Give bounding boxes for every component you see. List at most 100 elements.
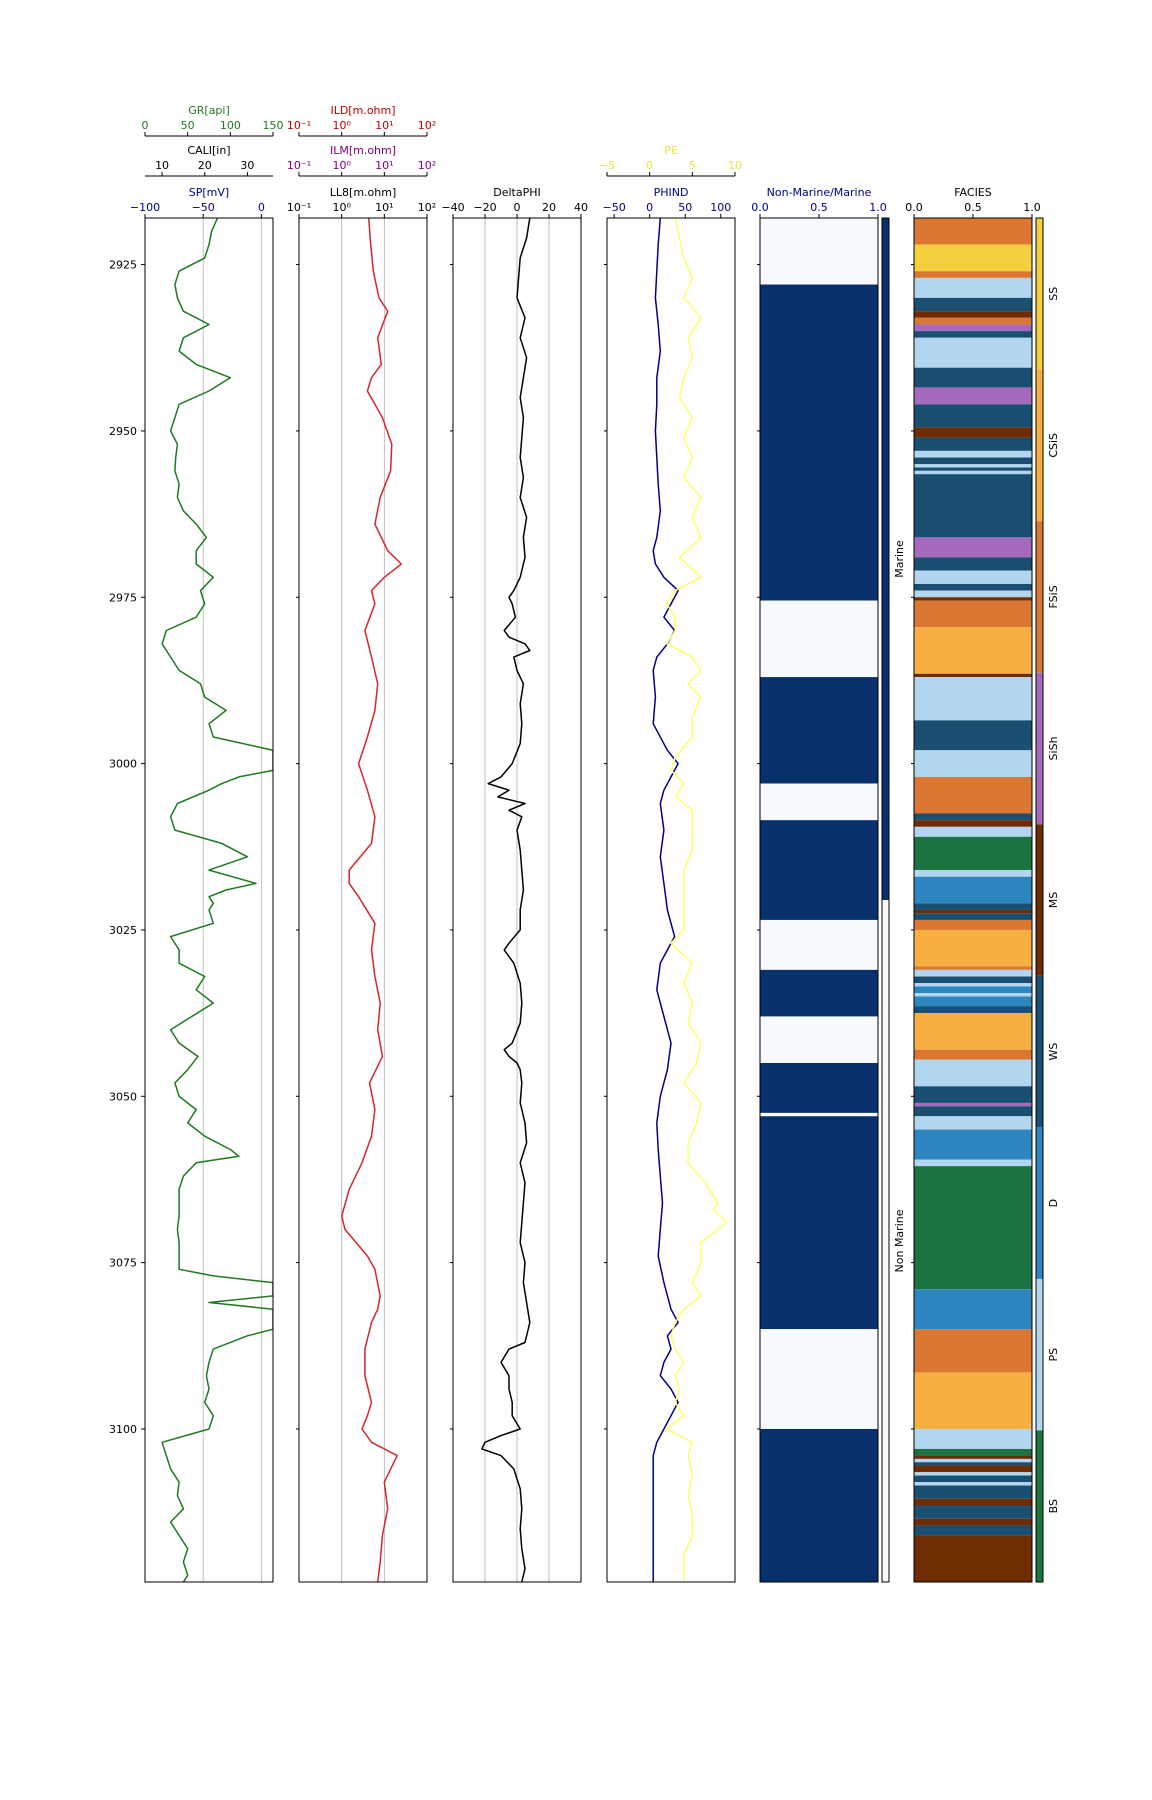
facies-interval-sish <box>914 537 1032 558</box>
x-tick-label: 0 <box>258 201 265 214</box>
facies-interval-ps <box>914 470 1032 475</box>
facies-interval-fsis <box>914 317 1032 325</box>
facies-interval-ws <box>914 474 1032 538</box>
track-frame <box>452 217 582 1583</box>
facies-interval-ps <box>914 826 1032 837</box>
facies-interval-ms <box>914 311 1032 318</box>
facies-interval-ws <box>914 457 1032 465</box>
facies-interval-ws <box>914 467 1032 471</box>
colorbar-label: Marine <box>893 540 906 578</box>
facies-interval-ws <box>914 367 1032 388</box>
x-tick-label: 0.5 <box>810 201 828 214</box>
data-layer <box>161 218 1043 1582</box>
axis-label: ILM[m.ohm] <box>330 144 396 157</box>
x-tick-label: 10⁰ <box>332 159 351 172</box>
facies-interval-csis <box>914 1013 1032 1050</box>
track-title: Non-Marine/Marine <box>767 186 872 199</box>
axis-label: CALI[in] <box>187 144 230 157</box>
facies-interval-non-marine <box>760 218 878 285</box>
colorbar-segment <box>1036 218 1043 370</box>
x-tick-label: 10¹ <box>375 201 393 214</box>
facies-interval-d <box>914 876 1032 904</box>
x-tick-label: 10 <box>728 159 742 172</box>
axis-label: PHIND <box>654 186 689 199</box>
curve-phind <box>652 218 679 1582</box>
facies-interval-ws <box>914 1006 1032 1014</box>
colorbar-segment <box>1036 1278 1043 1431</box>
facies-interval-ps <box>914 450 1032 458</box>
colorbar-segment <box>882 218 889 900</box>
facies-interval-ws <box>914 404 1032 428</box>
facies-interval-d <box>914 986 1032 994</box>
facies-interval-csis <box>914 627 1032 674</box>
x-tick-label: 10⁻¹ <box>287 159 311 172</box>
x-tick-label: 1.0 <box>1023 201 1041 214</box>
facies-interval-ms <box>914 1465 1032 1473</box>
x-tick-label: 100 <box>220 119 241 132</box>
colorbar-label: FSiS <box>1047 585 1060 608</box>
facies-interval-fsis <box>914 776 1032 814</box>
axis-label: GR[api] <box>188 104 230 117</box>
x-tick-label: 0 <box>514 201 521 214</box>
x-tick-label: 10⁻¹ <box>287 119 311 132</box>
x-tick-label: 0 <box>142 119 149 132</box>
curve-ild-m-ohm- <box>340 218 403 1582</box>
facies-interval-d <box>914 1289 1032 1330</box>
curve-deltaphi <box>481 218 531 1582</box>
track-title: FACIES <box>954 186 992 199</box>
x-tick-label: 0.0 <box>751 201 769 214</box>
facies-interval-ps <box>914 677 1032 721</box>
axis-label: PE <box>664 144 678 157</box>
facies-interval-ms <box>914 909 1032 914</box>
x-tick-label: −100 <box>130 201 160 214</box>
facies-interval-ws <box>914 1505 1032 1519</box>
facies-interval-ms <box>914 673 1032 678</box>
colorbar-segment <box>1036 369 1043 522</box>
facies-interval-ws <box>914 557 1032 571</box>
facies-interval-non-marine <box>760 600 878 678</box>
colorbar-segment <box>1036 824 1043 976</box>
depth-tick-label: 2925 <box>109 259 137 272</box>
x-tick-label: −20 <box>473 201 496 214</box>
facies-interval-ps <box>914 750 1032 777</box>
facies-interval-ps <box>914 1472 1032 1476</box>
facies-interval-ws <box>914 1525 1032 1536</box>
colorbar-label: CSiS <box>1047 433 1060 458</box>
x-tick-label: −50 <box>192 201 215 214</box>
facies-interval-ps <box>914 1428 1032 1449</box>
facies-interval-ws <box>914 976 1032 984</box>
facies-interval-non-marine <box>760 1016 878 1064</box>
facies-interval-ws <box>914 583 1032 591</box>
facies-interval-marine <box>760 1428 878 1582</box>
facies-interval-non-marine <box>760 1329 878 1429</box>
facies-interval-sish <box>914 324 1032 332</box>
facies-interval-non-marine <box>760 1112 878 1117</box>
facies-interval-csis <box>914 929 1032 967</box>
colorbar-label: SiSh <box>1047 736 1060 760</box>
x-tick-label: 20 <box>542 201 556 214</box>
x-tick-label: 0 <box>646 201 653 214</box>
x-tick-label: 10⁰ <box>332 201 351 214</box>
facies-interval-d <box>914 1129 1032 1160</box>
colorbar-segment <box>882 900 889 1582</box>
x-tick-label: 100 <box>710 201 731 214</box>
facies-interval-marine <box>760 284 878 601</box>
facies-interval-csis <box>914 1372 1032 1429</box>
x-tick-label: 0.5 <box>964 201 982 214</box>
x-tick-label: 50 <box>678 201 692 214</box>
facies-interval-fsis <box>914 218 1032 245</box>
colorbar-label: MS <box>1047 892 1060 908</box>
facies-interval-ws <box>914 331 1032 338</box>
facies-interval-non-marine <box>760 783 878 821</box>
facies-interval-ws <box>914 813 1032 821</box>
colorbar-label: BS <box>1047 1499 1060 1513</box>
facies-interval-fsis <box>914 600 1032 628</box>
facies-interval-ps <box>914 570 1032 584</box>
facies-interval-ps <box>914 337 1032 368</box>
depth-tick-label: 3075 <box>109 1257 137 1270</box>
curve-pe <box>665 218 728 1582</box>
facies-interval-ps <box>914 277 1032 298</box>
depth-tick-label: 3100 <box>109 1423 137 1436</box>
facies-interval-ps <box>914 1059 1032 1087</box>
